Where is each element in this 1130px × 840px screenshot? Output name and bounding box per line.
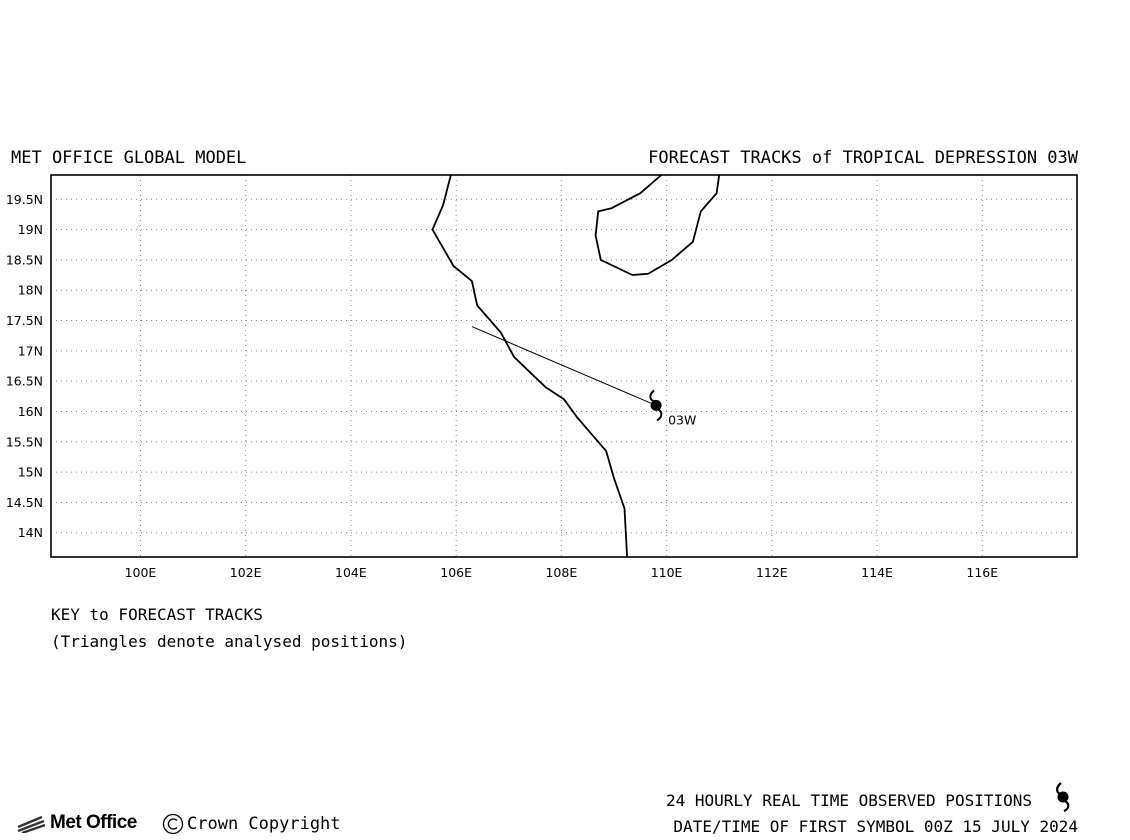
lat-tick-label: 16N xyxy=(18,404,43,419)
axis-ticks: 100E 102E 104E 106E 108E 110E 112E 114E 116E 19.5… xyxy=(6,192,998,580)
track-label-03w: 03W xyxy=(668,412,696,427)
lon-tick-label: 104E xyxy=(335,565,367,580)
observed-positions-label: 24 HOURLY REAL TIME OBSERVED POSITIONS xyxy=(665,791,1032,810)
map-grid xyxy=(51,175,1077,557)
copyright-icon xyxy=(162,813,184,835)
model-title: MET OFFICE GLOBAL MODEL xyxy=(11,148,247,168)
lat-tick-label: 17N xyxy=(18,343,43,358)
map-frame xyxy=(50,174,1078,558)
lat-tick-label: 17.5N xyxy=(6,313,43,328)
lon-tick-label: 114E xyxy=(861,565,893,580)
lon-tick-label: 108E xyxy=(545,565,577,580)
lon-tick-label: 110E xyxy=(651,565,683,580)
lat-tick-label: 14N xyxy=(18,525,43,540)
key-note: (Triangles denote analysed positions) xyxy=(51,632,408,651)
lat-tick-label: 15N xyxy=(18,465,43,480)
storm-symbol-icon xyxy=(1056,782,1070,813)
copyright: Crown Copyright xyxy=(162,813,341,835)
lat-tick-label: 14.5N xyxy=(6,495,43,510)
key-title: KEY to FORECAST TRACKS xyxy=(51,605,263,624)
chart-title: FORECAST TRACKS of TROPICAL DEPRESSION 0… xyxy=(648,148,1078,168)
track-line-03w xyxy=(471,326,657,406)
lon-tick-label: 100E xyxy=(125,565,157,580)
lat-tick-label: 16.5N xyxy=(6,374,43,389)
met-office-logo: Met Office xyxy=(16,812,137,834)
lat-tick-label: 15.5N xyxy=(6,434,43,449)
coastlines xyxy=(431,174,721,558)
lat-tick-label: 18N xyxy=(18,283,43,298)
lat-tick-label: 18.5N xyxy=(6,252,43,267)
vietnam-coastline xyxy=(431,174,628,558)
storm-marker-icon xyxy=(649,389,663,422)
lon-tick-label: 112E xyxy=(756,565,788,580)
lat-tick-label: 19N xyxy=(18,222,43,237)
hainan-coastline xyxy=(594,174,721,276)
met-office-logo-icon xyxy=(17,815,46,833)
lon-tick-label: 116E xyxy=(966,565,998,580)
copyright-text: Crown Copyright xyxy=(187,814,341,834)
lon-tick-label: 106E xyxy=(440,565,472,580)
met-office-logo-text: Met Office xyxy=(50,812,137,833)
lon-tick-label: 102E xyxy=(230,565,262,580)
forecast-tracks: 03W xyxy=(471,326,696,427)
lat-tick-label: 19.5N xyxy=(6,192,43,207)
datetime-label: DATE/TIME OF FIRST SYMBOL 00Z 15 JULY 20… xyxy=(673,817,1078,836)
